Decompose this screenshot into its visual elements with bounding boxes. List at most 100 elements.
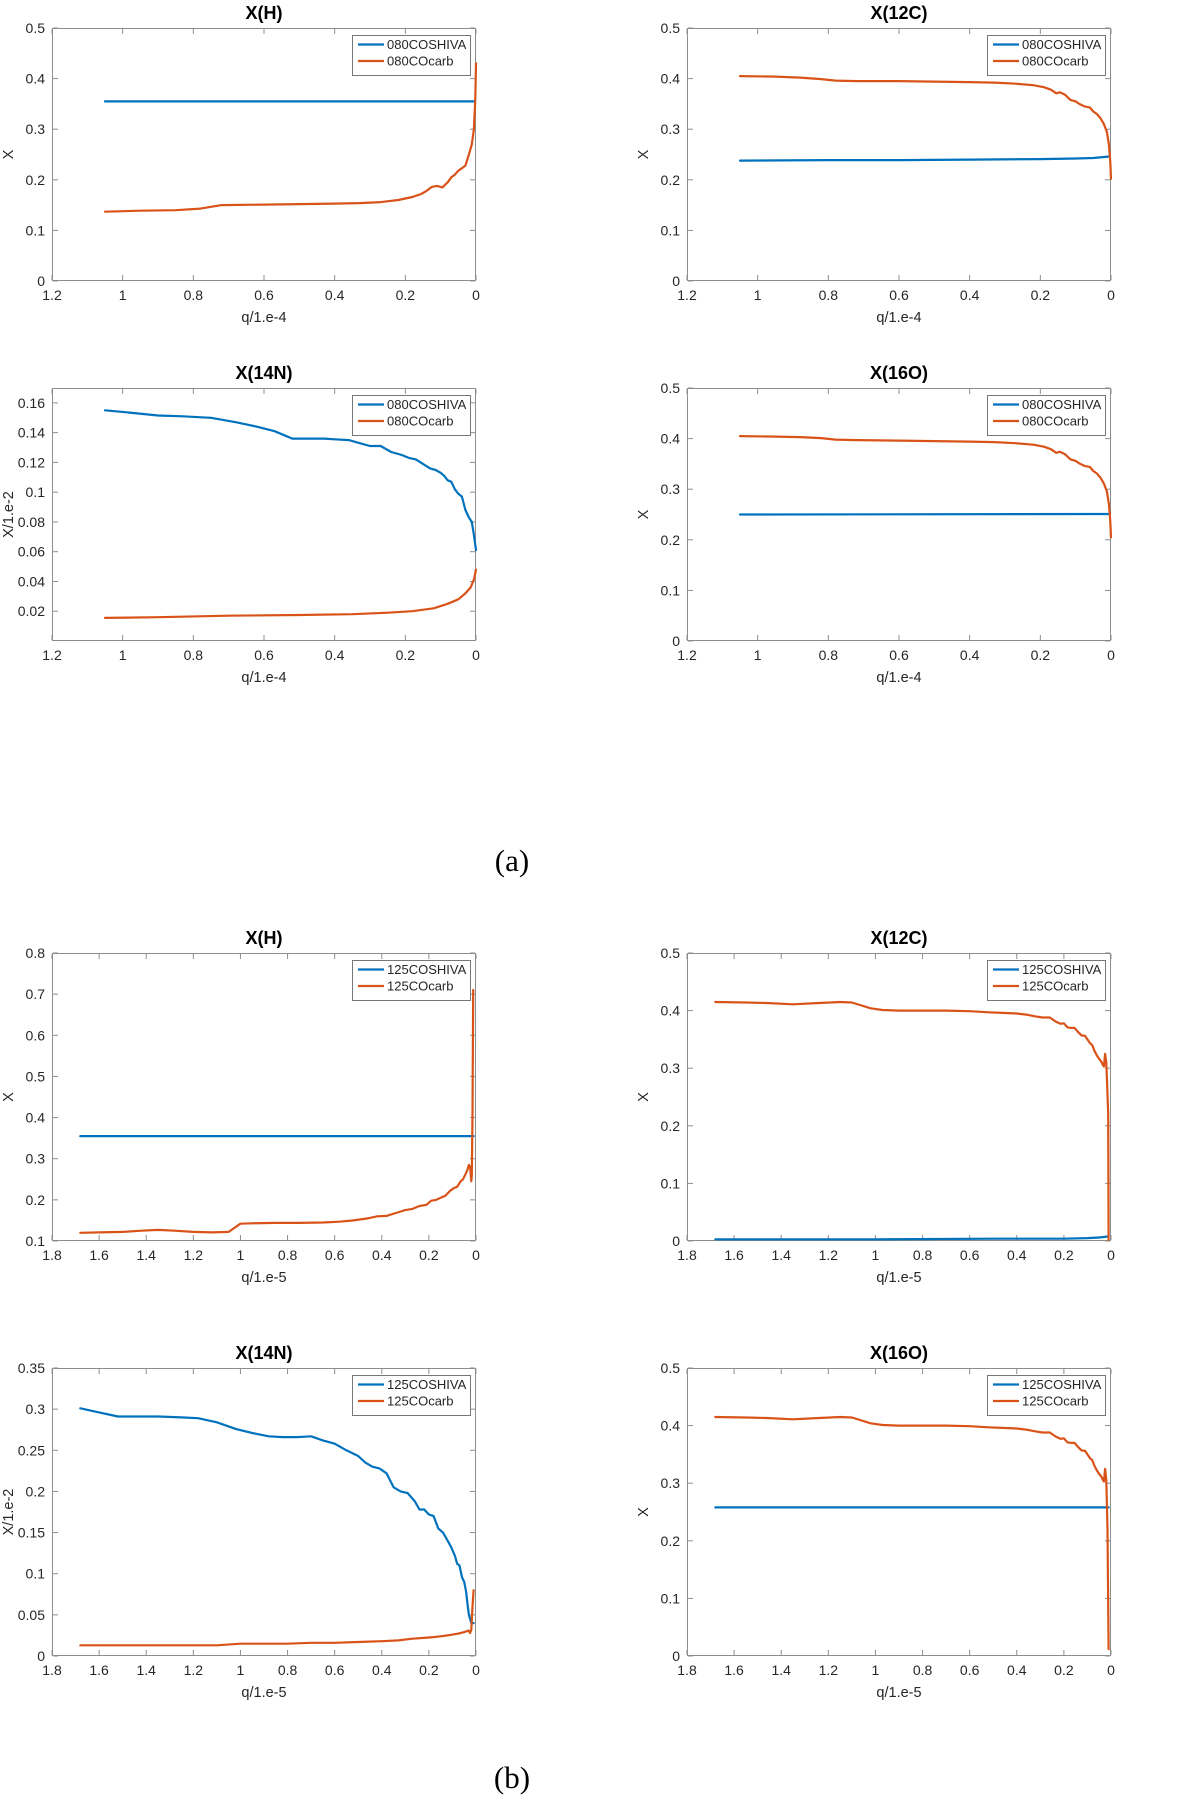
x-tick-label: 1.2 (184, 1247, 204, 1263)
y-tick-label: 0.2 (661, 1533, 681, 1549)
series-line-080COSHIVA (103, 409, 478, 552)
y-tick-label: 0 (37, 1648, 45, 1664)
y-tick-label: 0.14 (18, 425, 45, 441)
chart-canvas: X(14N) 1.2 1 0.8 0.6 0.4 0.2 0 0.02 0.04 0.06 0.08 0… (1, 363, 480, 686)
y-tick-label: 0.8 (26, 945, 46, 961)
x-axis-label: q/1.e-4 (241, 670, 286, 686)
x-tick-label: 0.2 (1054, 1662, 1074, 1678)
x-tick-label: 1.8 (42, 1662, 62, 1678)
legend-box (352, 395, 471, 436)
chart-title: X(H) (246, 3, 283, 23)
series-line-125COcarb (79, 988, 475, 1234)
x-tick-label: 0.4 (1007, 1662, 1027, 1678)
series-line-080COcarb (738, 74, 1113, 180)
legend-box (987, 35, 1106, 76)
y-tick-label: 0.35 (18, 1360, 45, 1376)
x-tick-label: 1.4 (771, 1662, 791, 1678)
y-tick-label: 0.3 (661, 481, 681, 497)
y-tick-label: 0.08 (18, 514, 45, 530)
y-tick-label: 0.1 (661, 1175, 681, 1191)
legend-label: 080COcarb (1022, 54, 1088, 69)
y-axis-label: X (636, 509, 652, 519)
chart-canvas: X(12C) 1.8 1.6 1.4 1.2 1 0.8 0.6 0.4 0.2 0 0 0.1 0.2 0… (636, 928, 1115, 1286)
x-axis-label: q/1.e-4 (876, 310, 921, 326)
y-axis-label: X (636, 1507, 652, 1517)
chart-title: X(16O) (870, 1343, 928, 1363)
plot-a-x12c: X(12C) 1.2 1 0.8 0.6 0.4 0.2 0 0 0.1 0.2 0.3 0.4 0.5 q… (635, 0, 1195, 336)
x-axis-label: q/1.e-5 (876, 1685, 921, 1701)
series-line-125COcarb (714, 1415, 1110, 1651)
x-tick-label: 0.4 (325, 647, 345, 663)
y-tick-label: 0.25 (18, 1442, 45, 1458)
legend-label: 080COSHIVA (387, 397, 467, 412)
y-tick-label: 0 (672, 633, 680, 649)
x-tick-label: 1 (754, 647, 762, 663)
y-tick-label: 0.5 (26, 20, 46, 36)
y-tick-label: 0.1 (26, 222, 46, 238)
y-tick-label: 0.1 (26, 1233, 46, 1249)
chart-canvas: X(H) 1.8 1.6 1.4 1.2 1 0.8 0.6 0.4 0.2 0 0.1 0.2 0.3 0… (1, 928, 480, 1286)
x-axis-label: q/1.e-5 (241, 1685, 286, 1701)
chart-canvas: X(H) 1.2 1 0.8 0.6 0.4 0.2 0 0 0.1 0.2 0.3 0.4 0.5 q/1… (1, 3, 480, 326)
y-tick-label: 0.3 (661, 1475, 681, 1491)
x-tick-label: 1.8 (42, 1247, 62, 1263)
x-tick-label: 1.8 (677, 1662, 697, 1678)
x-tick-label: 1 (119, 647, 127, 663)
plot-a-x16o: X(16O) 1.2 1 0.8 0.6 0.4 0.2 0 0 0.1 0.2 0.3 0.4 0.5 q… (635, 360, 1195, 696)
x-tick-label: 0.4 (372, 1247, 392, 1263)
x-tick-label: 1 (237, 1662, 245, 1678)
x-tick-label: 0 (1107, 647, 1115, 663)
y-tick-label: 0.2 (661, 532, 681, 548)
y-tick-label: 0.3 (26, 1151, 46, 1167)
x-tick-label: 0.8 (184, 647, 204, 663)
legend-label: 080COSHIVA (387, 37, 467, 52)
chart-title: X(14N) (235, 1343, 292, 1363)
x-tick-label: 0 (1107, 1662, 1115, 1678)
legend-label: 080COSHIVA (1022, 37, 1102, 52)
x-tick-label: 1.8 (677, 1247, 697, 1263)
legend-box (352, 960, 471, 1001)
x-tick-label: 0.2 (1031, 287, 1051, 303)
caption-group-b: (b) (493, 1760, 531, 1795)
y-tick-label: 0.04 (18, 573, 45, 589)
y-tick-label: 0.3 (26, 1401, 46, 1417)
x-axis-label: q/1.e-5 (241, 1270, 286, 1286)
x-tick-label: 0.6 (325, 1247, 345, 1263)
x-tick-label: 0 (472, 1662, 480, 1678)
x-tick-label: 1.2 (819, 1247, 839, 1263)
x-tick-label: 0.8 (184, 287, 204, 303)
y-tick-label: 0.4 (661, 1418, 681, 1434)
x-tick-label: 0.2 (396, 647, 416, 663)
x-tick-label: 0.8 (913, 1247, 933, 1263)
x-tick-label: 0.6 (889, 287, 909, 303)
legend-label: 125COcarb (387, 1394, 453, 1409)
chart-title: X(14N) (235, 363, 292, 383)
chart-canvas: X(14N) 1.8 1.6 1.4 1.2 1 0.8 0.6 0.4 0.2 0 0 0.05 0.1… (1, 1343, 480, 1701)
x-axis-label: q/1.e-4 (876, 670, 921, 686)
x-tick-label: 1.6 (89, 1662, 109, 1678)
legend-label: 080COcarb (1022, 414, 1088, 429)
x-tick-label: 0.8 (278, 1662, 298, 1678)
legend-label: 125COSHIVA (1022, 962, 1102, 977)
axes-box (52, 953, 476, 1241)
series-line-125COcarb (714, 1000, 1110, 1241)
legend-label: 080COcarb (387, 54, 453, 69)
x-tick-label: 0.2 (419, 1247, 439, 1263)
y-tick-label: 0.2 (661, 172, 681, 188)
x-tick-label: 1.2 (42, 287, 62, 303)
x-tick-label: 1 (872, 1247, 880, 1263)
x-tick-label: 1 (754, 287, 762, 303)
x-tick-label: 1.2 (184, 1662, 204, 1678)
legend-box (987, 960, 1106, 1001)
y-axis-label: X (1, 149, 17, 159)
y-tick-label: 0.1 (26, 484, 46, 500)
y-tick-label: 0.1 (661, 222, 681, 238)
y-tick-label: 0.4 (26, 1110, 46, 1126)
y-tick-label: 0.4 (661, 1003, 681, 1019)
legend-label: 080COcarb (387, 414, 453, 429)
y-tick-label: 0.5 (661, 380, 681, 396)
y-tick-label: 0.4 (26, 71, 46, 87)
plot-b-xh: X(H) 1.8 1.6 1.4 1.2 1 0.8 0.6 0.4 0.2 0 0.1 0.2 0.3 0… (0, 925, 560, 1296)
y-tick-label: 0.02 (18, 603, 45, 619)
